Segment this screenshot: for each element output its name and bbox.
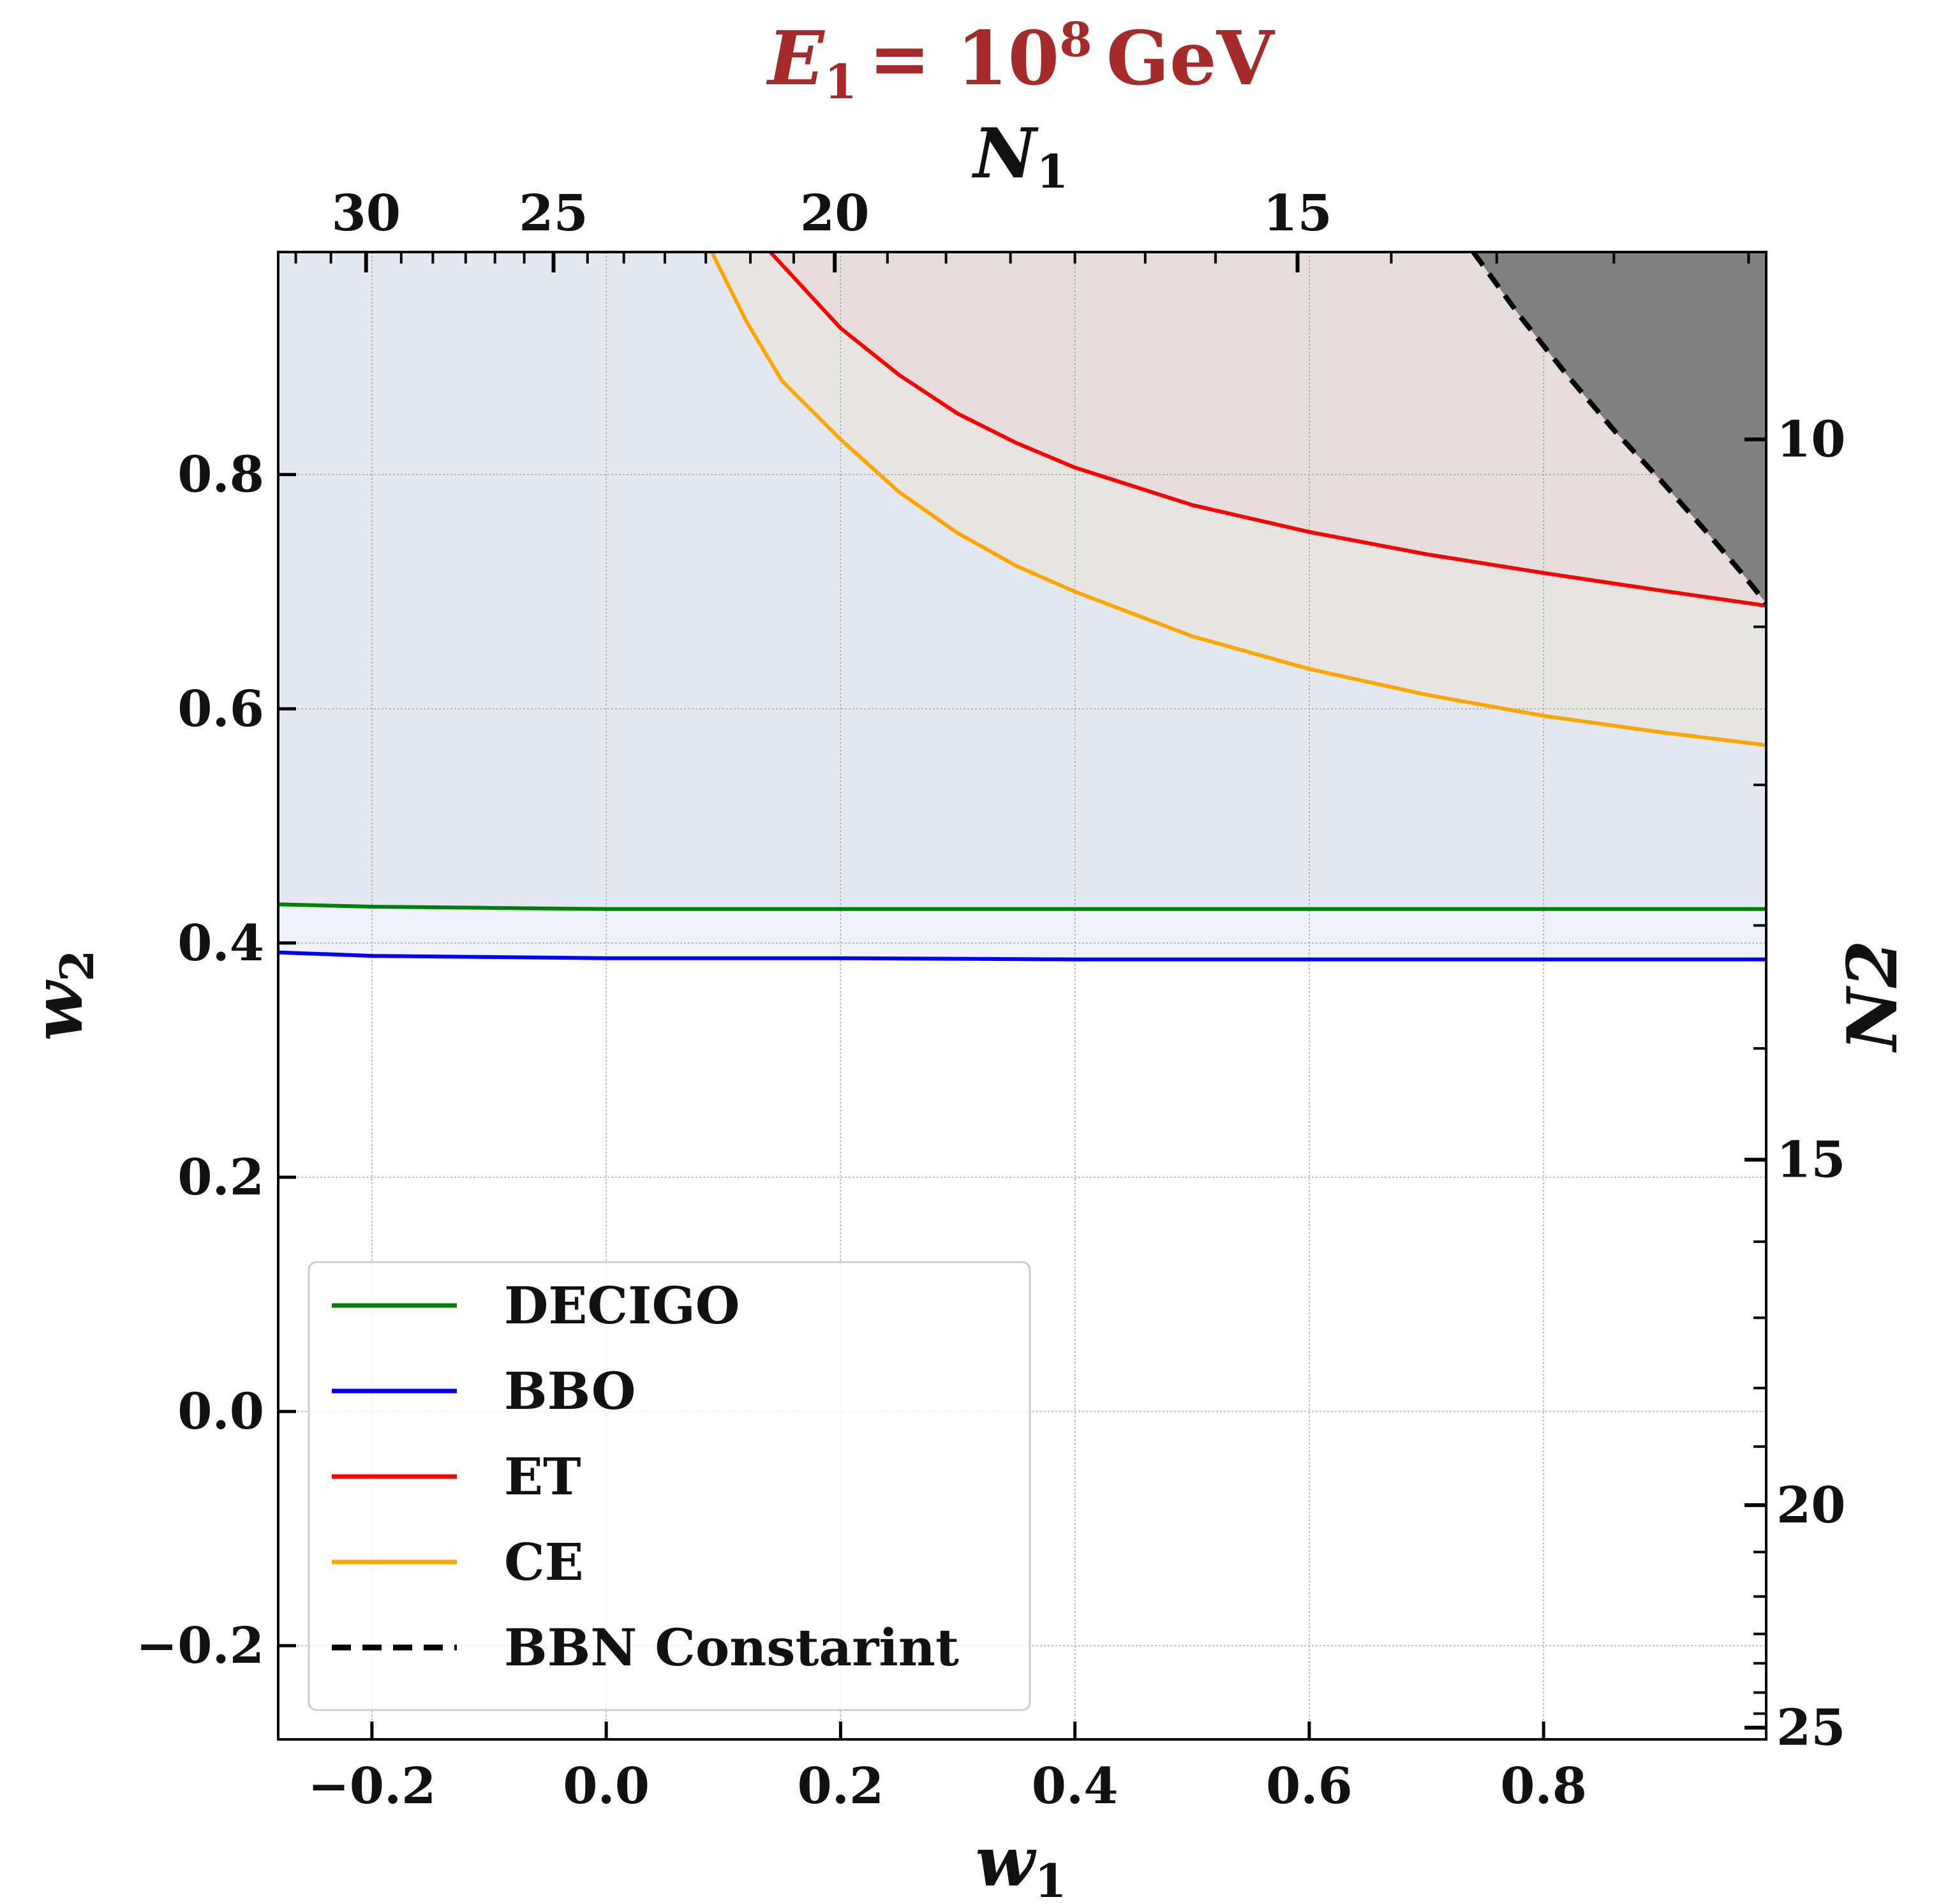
x-tick-label: 0.4 xyxy=(1032,1757,1119,1815)
y-tick-label: 0.4 xyxy=(177,914,264,972)
top-axis-label: N1 xyxy=(972,114,1069,198)
top-axis-label-var: N xyxy=(972,114,1039,194)
top-axis-label-sub: 1 xyxy=(1036,144,1068,198)
x-axis-label: w1 xyxy=(975,1822,1066,1904)
axis-ticks xyxy=(278,252,1766,1739)
x-tick-label: −0.2 xyxy=(308,1757,436,1815)
series-lines xyxy=(278,252,1766,962)
legend-label-ce: CE xyxy=(504,1532,584,1592)
top-tick-label: 15 xyxy=(1263,184,1332,242)
y-tick-label: 0.2 xyxy=(177,1149,264,1207)
title-unit: GeV xyxy=(1106,15,1276,102)
right-tick-label: 10 xyxy=(1776,411,1846,469)
region-et xyxy=(770,252,1766,606)
legend-label-et: ET xyxy=(504,1447,581,1506)
y-tick-label: 0.0 xyxy=(177,1383,264,1441)
series-decigo xyxy=(278,902,1766,911)
y-axis-label: w2 xyxy=(18,949,104,1041)
x-axis-label-sub: 1 xyxy=(1034,1854,1066,1904)
right-tick-label: 15 xyxy=(1776,1131,1846,1189)
axis-tick-labels: −0.2 0.0 0.2 0.4 0.6 0.8 −0.2 0.0 0.2 0.4 0.6 0.8 30… xyxy=(136,184,1846,1815)
plot-frame xyxy=(277,251,1767,1741)
x-tick-label: 0.6 xyxy=(1266,1757,1353,1815)
x-tick-label: 0.0 xyxy=(563,1757,650,1815)
series-et xyxy=(769,252,1766,608)
legend-label-bbo: BBO xyxy=(504,1361,636,1421)
x-axis-label-var: w xyxy=(975,1822,1037,1902)
right-tick-label: 20 xyxy=(1776,1476,1846,1535)
legend-label-bbn-constarint: BBN Constarint xyxy=(504,1618,959,1677)
title-sub: 1 xyxy=(824,55,858,110)
top-tick-label: 30 xyxy=(331,184,401,242)
title-eq: = 10 xyxy=(868,15,1059,102)
x-tick-label: 0.8 xyxy=(1500,1757,1587,1815)
right-tick-label: 25 xyxy=(1776,1699,1846,1757)
series-ce xyxy=(710,252,1766,747)
top-tick-label: 20 xyxy=(800,184,870,242)
top-tick-label: 25 xyxy=(519,184,588,242)
plot-area xyxy=(278,252,1766,1739)
y-axis-label-var: w xyxy=(18,979,98,1041)
y-tick-label: 0.8 xyxy=(177,446,264,504)
chart-title: E1 = 108 GeV xyxy=(766,13,1275,110)
shaded-regions xyxy=(278,252,1766,1739)
series-bbo xyxy=(278,950,1766,962)
x-tick-label: 0.2 xyxy=(798,1757,884,1815)
legend: DECIGO BBO ET CE BBN Constarint xyxy=(308,1261,1031,1711)
right-axis-label: N2 xyxy=(1833,940,1913,1053)
y-axis-label-sub: 2 xyxy=(50,949,104,981)
y-tick-label: 0.6 xyxy=(177,680,264,738)
y-tick-label: −0.2 xyxy=(136,1617,264,1675)
legend-label-decigo: DECIGO xyxy=(504,1276,740,1335)
region-bbn-excluded xyxy=(1473,252,1766,604)
title-sup: 8 xyxy=(1059,13,1092,68)
legend-box xyxy=(308,1261,1031,1711)
series-bbn-constarint xyxy=(1471,252,1766,606)
title-var: E xyxy=(766,15,825,102)
